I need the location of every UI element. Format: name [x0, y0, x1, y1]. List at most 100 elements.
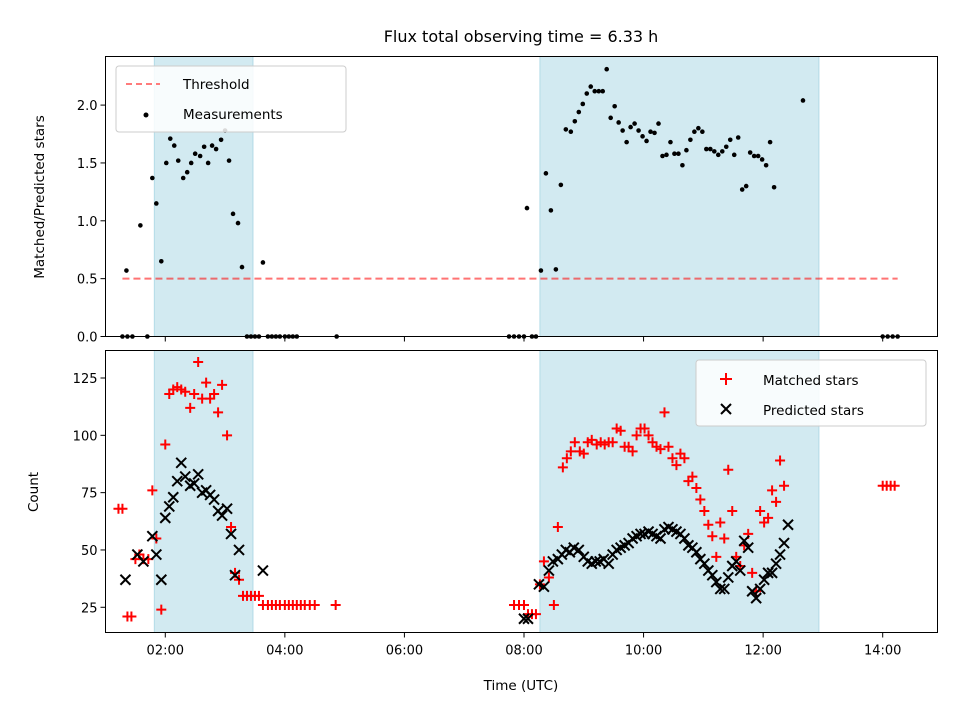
measurement-point: [604, 66, 609, 72]
measurement-point: [596, 88, 602, 94]
matched-star-point: [213, 407, 224, 418]
y-tick-label: 0.0: [77, 331, 98, 346]
matched-star-point: [330, 599, 341, 610]
matched-star-point: [889, 480, 900, 491]
measurement-point: [576, 109, 582, 115]
measurement-point: [558, 182, 564, 188]
measurement-point: [680, 162, 685, 168]
predicted-star-point: [698, 558, 711, 570]
measurement-point: [620, 128, 625, 133]
y-tick-label: 125: [73, 372, 98, 387]
measurement-point: [712, 149, 717, 154]
predicted-star-point: [208, 493, 220, 506]
matched-star-point: [707, 531, 718, 542]
measurement-point: [660, 153, 665, 159]
measurement-point: [171, 143, 177, 148]
predicted-star-point: [714, 583, 726, 595]
matched-star-point: [569, 437, 580, 448]
predicted-star-point: [718, 583, 730, 595]
measurement-point: [616, 120, 621, 125]
measurement-point: [676, 151, 681, 156]
matched-legend-marker: [720, 373, 732, 385]
measurement-point: [668, 139, 673, 145]
predicted-star-point: [573, 544, 585, 556]
predicted-star-point: [257, 564, 269, 577]
measurement-point: [584, 91, 590, 96]
matched-star-point: [715, 517, 726, 528]
matched-star-point: [160, 439, 171, 450]
measurement-point: [624, 139, 629, 145]
measurement-point: [692, 129, 697, 135]
predicted-star-point: [221, 502, 233, 515]
predicted-star-point: [171, 475, 183, 487]
predicted-star-point: [192, 468, 204, 481]
y-tick-label: 2.0: [77, 99, 98, 114]
measurement-point: [230, 211, 236, 217]
y-tick-label: 1.5: [77, 157, 98, 172]
measurement-point: [719, 149, 725, 154]
matched-star-point: [723, 464, 734, 475]
measurement-point: [175, 158, 181, 163]
measurement-point: [704, 146, 709, 152]
matched-star-point: [655, 444, 666, 455]
matched-star-point: [711, 551, 722, 562]
measurement-point: [632, 121, 637, 126]
x-tick-label: 14:00: [864, 644, 901, 659]
measurement-point: [652, 130, 657, 136]
predicted-star-point: [590, 555, 602, 568]
measurement-point: [727, 137, 733, 143]
measurement-point: [553, 267, 559, 272]
predicted-star-point: [150, 548, 163, 561]
predicted-legend-label: Predicted stars: [763, 403, 864, 419]
predicted-star-point: [175, 457, 187, 469]
predicted-star-point: [163, 500, 175, 513]
predicted-star-point: [750, 592, 762, 604]
measurement-point: [197, 153, 203, 159]
matched-star-point: [578, 448, 589, 459]
y-tick-label: 100: [73, 429, 98, 444]
measurement-point: [239, 264, 245, 270]
predicted-star-point: [167, 491, 179, 503]
measurement-point: [644, 138, 649, 144]
predicted-star-point: [538, 580, 550, 593]
matched-star-point: [691, 483, 702, 494]
predicted-star-point: [782, 519, 794, 531]
matched-star-point: [565, 446, 576, 457]
matched-star-point: [309, 599, 320, 610]
measurement-point: [771, 184, 777, 190]
measurement-point: [192, 151, 198, 156]
measurement-point: [213, 146, 219, 152]
matched-star-point: [117, 503, 128, 514]
matched-star-point: [719, 533, 730, 544]
predicted-legend-marker: [720, 403, 732, 415]
predicted-star-point: [738, 535, 750, 547]
predicted-star-point: [155, 574, 168, 586]
predicted-star-point: [522, 613, 534, 625]
measurement-point: [563, 127, 569, 132]
matched-star-point: [631, 430, 642, 441]
predicted-star-point: [179, 470, 191, 483]
measurement-point: [588, 84, 594, 89]
measurement-point: [715, 152, 721, 158]
measurement-point: [201, 144, 207, 150]
measurement-point: [580, 101, 586, 107]
measurement-point: [636, 128, 641, 133]
matched-star-point: [663, 441, 674, 452]
predicted-star-point: [678, 532, 691, 545]
predicted-star-point: [778, 537, 790, 549]
measurement-point: [260, 260, 266, 265]
bottom-panel: 25 50 75 100 125 02:00 04:00 06:00 08:00 10:00 12…: [26, 350, 938, 694]
measurement-point: [800, 98, 806, 103]
matched-star-point: [671, 460, 682, 471]
predicted-star-point: [766, 567, 778, 579]
matched-star-point: [615, 425, 626, 436]
y-tick-label: 50: [81, 544, 98, 559]
measurement-point: [612, 103, 617, 109]
top-panel: 0.0 0.5 1.0 1.5 2.0 Flux total observing tim…: [32, 27, 938, 346]
top-y-axis-label: Matched/Predicted stars: [32, 115, 48, 278]
matched-star-point: [193, 356, 204, 367]
predicted-star-point: [543, 564, 555, 577]
matched-star-point: [548, 599, 559, 610]
matched-star-point: [151, 533, 162, 544]
